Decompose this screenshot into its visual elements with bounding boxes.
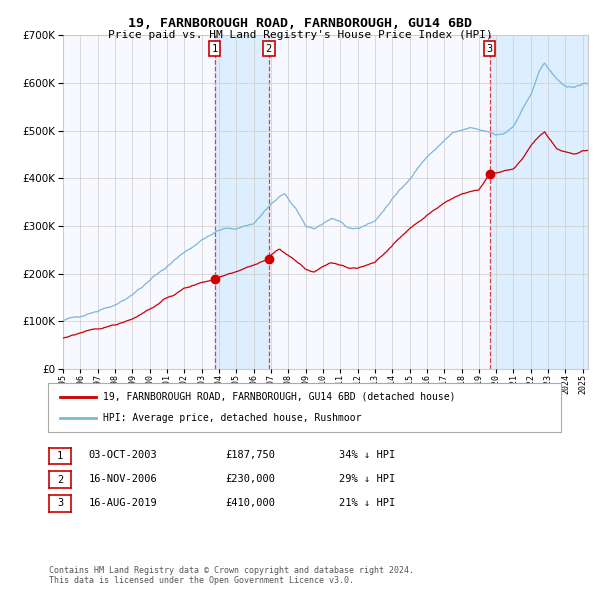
- Text: HPI: Average price, detached house, Rushmoor: HPI: Average price, detached house, Rush…: [103, 413, 362, 423]
- Text: £187,750: £187,750: [225, 451, 275, 460]
- Text: £230,000: £230,000: [225, 474, 275, 484]
- Text: 3: 3: [487, 44, 493, 54]
- Text: 16-NOV-2006: 16-NOV-2006: [89, 474, 158, 484]
- Text: 19, FARNBOROUGH ROAD, FARNBOROUGH, GU14 6BD (detached house): 19, FARNBOROUGH ROAD, FARNBOROUGH, GU14 …: [103, 392, 456, 402]
- Text: Price paid vs. HM Land Registry's House Price Index (HPI): Price paid vs. HM Land Registry's House …: [107, 30, 493, 40]
- Text: 29% ↓ HPI: 29% ↓ HPI: [339, 474, 395, 484]
- Text: 1: 1: [211, 44, 218, 54]
- Text: 16-AUG-2019: 16-AUG-2019: [89, 498, 158, 507]
- Text: 3: 3: [57, 499, 63, 508]
- Text: 34% ↓ HPI: 34% ↓ HPI: [339, 451, 395, 460]
- Text: 19, FARNBOROUGH ROAD, FARNBOROUGH, GU14 6BD: 19, FARNBOROUGH ROAD, FARNBOROUGH, GU14 …: [128, 17, 472, 30]
- Text: £410,000: £410,000: [225, 498, 275, 507]
- Bar: [215, 35, 269, 369]
- Text: 03-OCT-2003: 03-OCT-2003: [89, 451, 158, 460]
- Text: 21% ↓ HPI: 21% ↓ HPI: [339, 498, 395, 507]
- Text: 1: 1: [57, 451, 63, 461]
- Text: 2: 2: [57, 475, 63, 484]
- Text: Contains HM Land Registry data © Crown copyright and database right 2024.
This d: Contains HM Land Registry data © Crown c…: [49, 566, 414, 585]
- Bar: [490, 35, 592, 369]
- Text: 2: 2: [266, 44, 272, 54]
